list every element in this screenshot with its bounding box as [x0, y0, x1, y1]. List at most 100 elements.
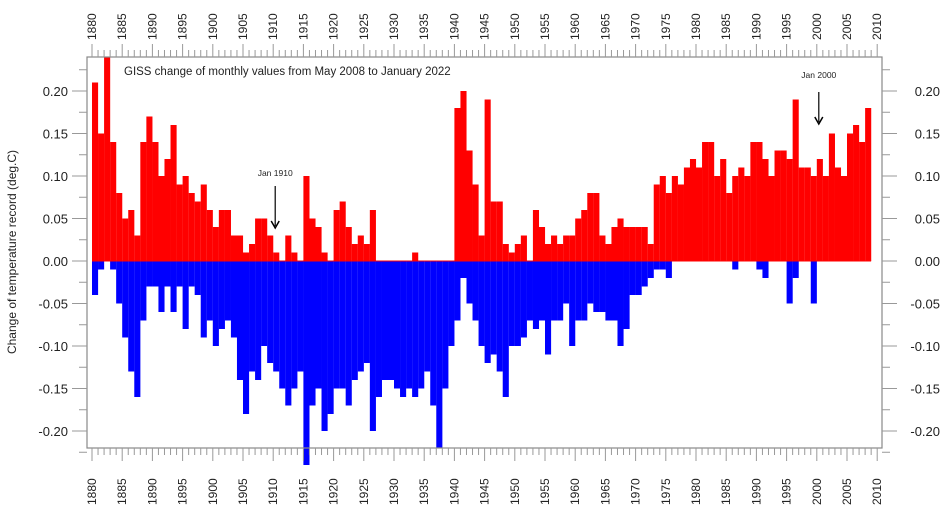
bar-negative	[345, 261, 352, 406]
arrow-head-icon	[270, 220, 280, 230]
bar-negative	[430, 261, 437, 406]
bar-positive	[345, 227, 352, 261]
x-tick-label-bottom: 2005	[840, 478, 854, 505]
bar-positive	[816, 159, 823, 261]
bar-positive	[466, 150, 473, 261]
bar-negative	[194, 261, 201, 295]
bar-positive	[774, 150, 781, 261]
x-tick-label-top: 1920	[327, 13, 341, 40]
x-axis: 1880 1880 1885 1885 1890 1890 1895 1895 1900 1900…	[85, 13, 884, 505]
bar-negative	[327, 261, 334, 414]
bar-negative	[394, 261, 401, 389]
bar-negative	[291, 261, 298, 389]
bar-negative	[599, 261, 606, 312]
bar-positive	[653, 184, 660, 261]
bar-positive	[853, 125, 860, 261]
y-axis: 0.20 0.20 0.15 0.15 0.10 0.10 0.05 0.05 0.00 0.00…	[38, 69, 940, 453]
bar-positive	[363, 244, 370, 261]
x-tick-label-top: 1880	[85, 13, 99, 40]
x-tick-label-bottom: 1920	[327, 478, 341, 505]
x-tick-label-bottom: 1950	[508, 478, 522, 505]
bar-positive	[647, 244, 654, 261]
bar-negative	[732, 261, 739, 270]
bar-positive	[847, 133, 854, 261]
bar-positive	[587, 193, 594, 261]
bar-positive	[780, 150, 787, 261]
x-tick-label-top: 1945	[478, 13, 492, 40]
bar-negative	[424, 261, 431, 372]
bar-positive	[116, 193, 123, 261]
bar-negative	[261, 261, 268, 346]
bar-negative	[659, 261, 666, 270]
bar-negative	[575, 261, 582, 321]
bar-negative	[653, 261, 660, 270]
x-tick-label-top: 1940	[447, 13, 461, 40]
bar-positive	[798, 167, 805, 261]
x-tick-label-top: 1890	[145, 13, 159, 40]
bar-negative	[611, 261, 618, 321]
bar-negative	[762, 261, 769, 278]
bar-positive	[351, 244, 358, 261]
bar-negative	[230, 261, 238, 338]
x-tick-label-bottom: 1980	[689, 478, 703, 505]
bar-positive	[828, 133, 835, 261]
bar-positive	[744, 176, 751, 261]
bar-negative	[466, 261, 473, 304]
y-tick-label-left: -0.20	[38, 424, 68, 439]
bar-negative	[206, 261, 213, 321]
bar-negative	[418, 261, 425, 389]
bar-negative	[792, 261, 799, 278]
x-tick-label-bottom: 1995	[780, 478, 794, 505]
bar-positive	[508, 252, 515, 261]
annotation-label: Jan 2000	[801, 70, 836, 80]
bar-negative	[484, 261, 491, 363]
x-tick-label-top: 1935	[417, 13, 431, 40]
bar-negative	[110, 261, 117, 270]
x-tick-label-top: 1950	[508, 13, 522, 40]
bar-negative	[273, 261, 280, 372]
bar-positive	[804, 167, 811, 261]
bar-positive	[750, 142, 757, 261]
bar-negative	[478, 261, 485, 346]
annotations: Jan 1910 Jan 2000	[258, 70, 837, 230]
bar-positive	[502, 244, 509, 261]
bar-positive	[303, 176, 310, 261]
y-tick-label-left: 0.00	[43, 254, 68, 269]
x-tick-label-bottom: 1975	[659, 478, 673, 505]
bar-positive	[224, 210, 231, 261]
bar-negative	[255, 261, 262, 380]
x-tick-label-bottom: 1960	[568, 478, 582, 505]
x-tick-label-bottom: 1885	[115, 478, 129, 505]
bar-negative	[243, 261, 250, 414]
bar-positive	[738, 167, 745, 261]
bar-positive	[605, 244, 612, 261]
x-tick-label-top: 1925	[357, 13, 371, 40]
y-tick-label-left: -0.15	[38, 382, 68, 397]
bar-negative	[623, 261, 630, 329]
x-tick-label-top: 1960	[568, 13, 582, 40]
bar-negative	[146, 261, 153, 287]
bar-positive	[865, 108, 872, 261]
bar-negative	[635, 261, 642, 295]
bar-negative	[357, 261, 364, 372]
y-tick-label-left: 0.20	[43, 84, 68, 99]
bar-negative	[267, 261, 274, 363]
bar-positive	[146, 116, 153, 261]
bar-negative	[581, 261, 588, 321]
bar-negative	[551, 261, 558, 321]
bar-positive	[236, 235, 244, 261]
bar-negative	[375, 261, 382, 397]
bar-negative	[526, 261, 533, 321]
bar-negative	[587, 261, 594, 304]
bar-negative	[333, 261, 340, 389]
x-tick-label-bottom: 1990	[749, 478, 763, 505]
bar-negative	[309, 261, 316, 406]
x-tick-label-bottom: 1945	[478, 478, 492, 505]
bar-positive	[412, 252, 419, 261]
bar-negative	[629, 261, 636, 295]
bar-positive	[128, 210, 135, 261]
bar-positive	[182, 176, 189, 261]
bar-negative	[285, 261, 292, 406]
bar-positive	[689, 159, 697, 261]
